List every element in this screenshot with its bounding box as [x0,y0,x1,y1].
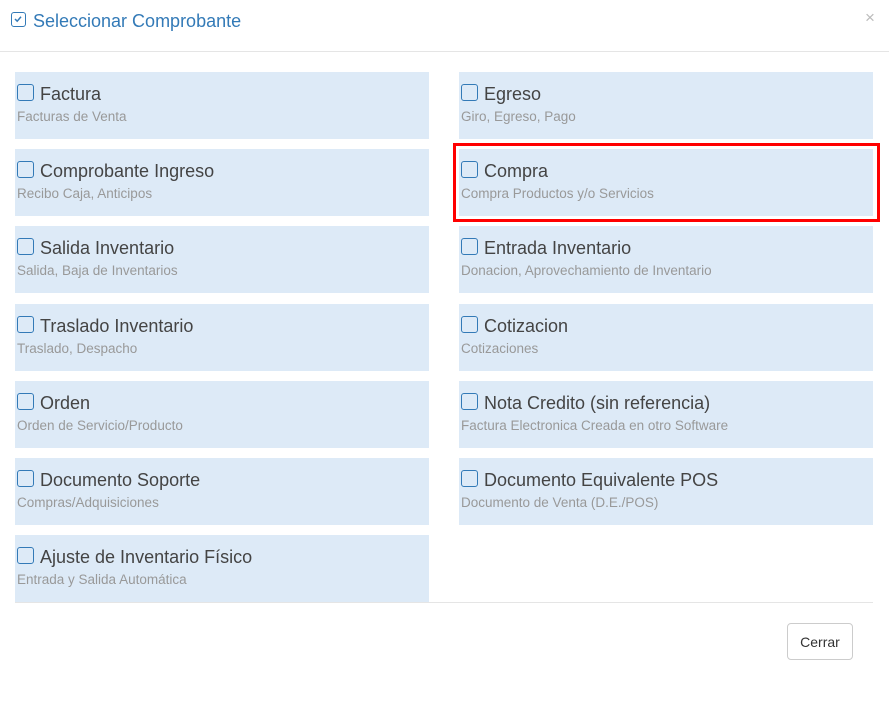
option-description: Cotizaciones [461,340,539,356]
option-name: Nota Credito (sin referencia) [484,392,711,413]
option-name: Compra [484,161,549,182]
checkbox[interactable] [461,238,478,256]
option-description: Entrada y Salida Automática [17,572,187,588]
close-button[interactable]: Cerrar [787,623,853,660]
option-description: Documento de Venta (D.E./POS) [461,495,659,510]
option-name: Egreso [484,84,542,104]
checkbox[interactable] [461,315,478,333]
option-description: Giro, Egreso, Pago [461,109,576,124]
option-card[interactable]: Factura Facturas de Venta [15,72,429,139]
option-card[interactable]: Ajuste de Inventario Físico Entrada y Sa… [15,535,429,603]
option-card[interactable]: Nota Credito (sin referencia) Factura El… [459,380,873,448]
option-name: Factura [40,84,102,104]
option-description: Compra Productos y/o Servicios [461,186,654,202]
close-icon[interactable]: × [865,8,875,27]
checkbox[interactable] [17,547,34,565]
option-description: Salida, Baja de Inventarios [17,263,178,279]
modal-header: Seleccionar Comprobante × [0,0,889,52]
option-name: Ajuste de Inventario Físico [40,547,253,568]
option-name: Documento Equivalente POS [484,470,719,490]
option-description: Facturas de Venta [17,109,127,124]
checkbox[interactable] [461,392,478,410]
option-name: Orden [40,392,91,413]
option-card[interactable]: Compra Compra Productos y/o Servicios [459,149,873,217]
option-card[interactable]: Documento Equivalente POS Documento de V… [459,458,873,525]
option-description: Recibo Caja, Anticipos [17,186,153,202]
option-card[interactable]: Comprobante Ingreso Recibo Caja, Anticip… [15,149,429,217]
option-name: Entrada Inventario [484,238,632,259]
option-card[interactable]: Cotizacion Cotizaciones [459,303,873,371]
divider [15,602,873,603]
option-description: Factura Electronica Creada en otro Softw… [461,417,729,433]
option-card[interactable]: Salida Inventario Salida, Baja de Invent… [15,226,429,294]
option-card[interactable]: Traslado Inventario Traslado, Despacho [15,303,429,371]
option-description: Orden de Servicio/Producto [17,417,183,433]
option-name: Comprobante Ingreso [40,161,215,182]
option-description: Donacion, Aprovechamiento de Inventario [461,263,712,279]
option-card[interactable]: Orden Orden de Servicio/Producto [15,380,429,448]
checkbox[interactable] [461,470,478,487]
option-card[interactable]: Egreso Giro, Egreso, Pago [459,72,873,139]
checkbox[interactable] [17,392,34,410]
checkbox[interactable] [17,470,34,487]
checkbox[interactable] [17,161,34,179]
option-card[interactable]: Documento Soporte Compras/Adquisiciones [15,458,429,525]
option-name: Salida Inventario [40,238,175,259]
modal-title: Seleccionar Comprobante [33,11,242,31]
checkbox[interactable] [461,161,478,179]
checkbox-checked-icon [11,12,26,27]
checkbox[interactable] [461,84,478,101]
option-description: Compras/Adquisiciones [17,495,159,510]
option-name: Traslado Inventario [40,315,194,336]
checkbox[interactable] [17,84,34,101]
option-name: Cotizacion [484,315,569,336]
option-description: Traslado, Despacho [17,340,138,356]
checkbox[interactable] [17,238,34,256]
option-name: Documento Soporte [40,470,201,490]
option-card[interactable]: Entrada Inventario Donacion, Aprovechami… [459,226,873,294]
checkbox[interactable] [17,315,34,333]
